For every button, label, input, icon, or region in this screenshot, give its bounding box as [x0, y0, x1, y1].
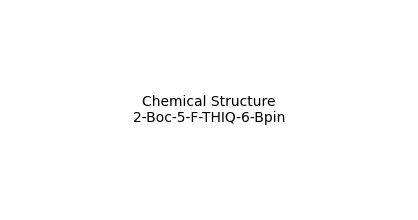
Text: Chemical Structure
2-Boc-5-F-THIQ-6-Bpin: Chemical Structure 2-Boc-5-F-THIQ-6-Bpin [133, 95, 285, 125]
